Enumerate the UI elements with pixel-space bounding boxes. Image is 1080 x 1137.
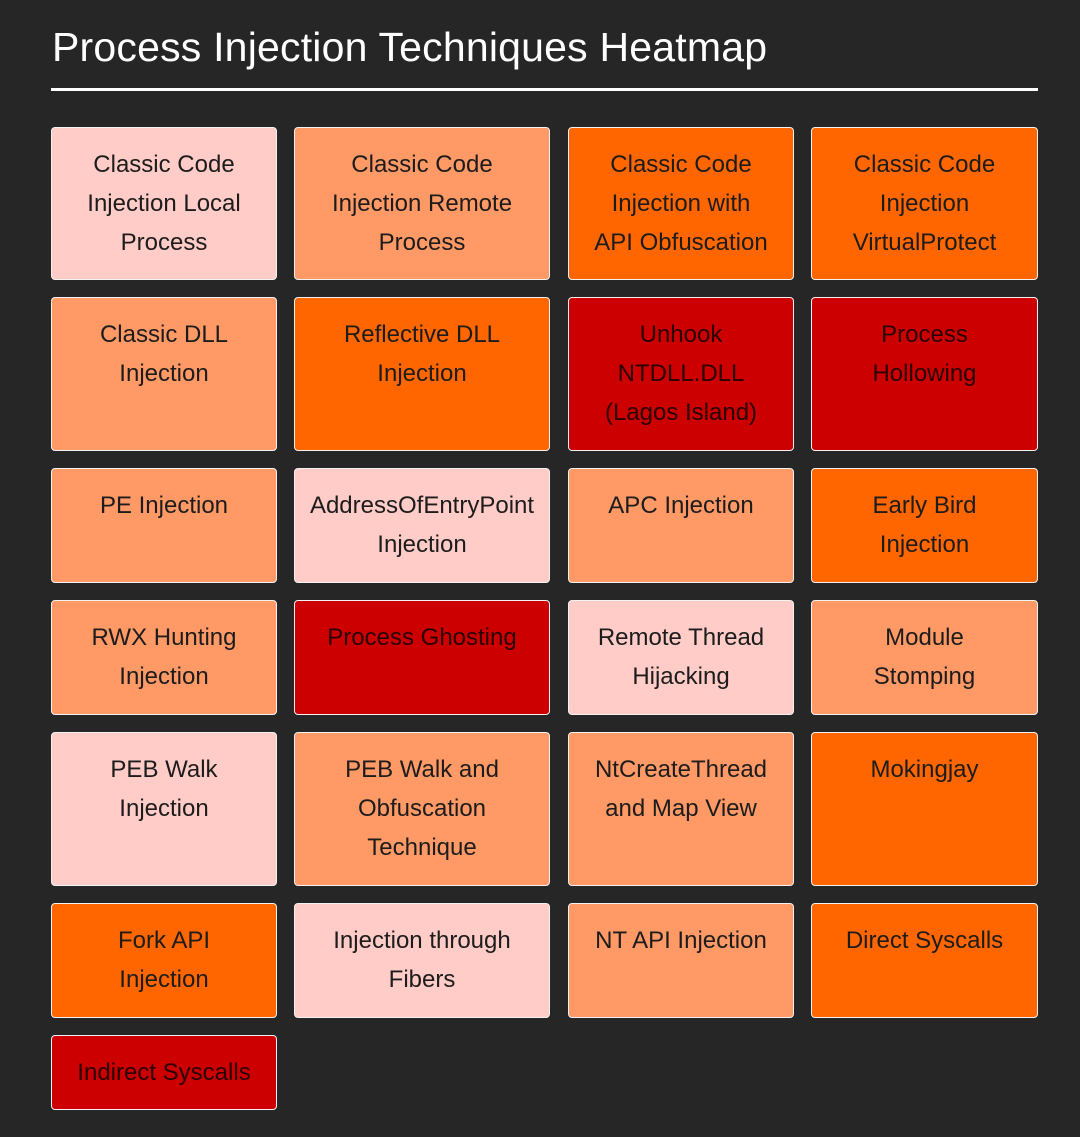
technique-tile: PEB Walk Injection	[51, 732, 277, 886]
technique-tile: Direct Syscalls	[811, 903, 1038, 1018]
technique-tile: Classic DLL Injection	[51, 297, 277, 451]
technique-label: Indirect Syscalls	[77, 1059, 251, 1086]
technique-tile: Unhook NTDLL.DLL (Lagos Island)	[568, 297, 794, 451]
technique-label: AddressOfEntryPoint Injection	[309, 492, 535, 558]
technique-tile: AddressOfEntryPoint Injection	[294, 468, 550, 583]
technique-label: Process Ghosting	[327, 624, 517, 651]
technique-tile: Module Stomping	[811, 600, 1038, 715]
technique-tile: PEB Walk and Obfuscation Technique	[294, 732, 550, 886]
technique-label: RWX Hunting Injection	[91, 624, 237, 690]
technique-tile: RWX Hunting Injection	[51, 600, 277, 715]
technique-tile: Early Bird Injection	[811, 468, 1038, 583]
technique-label: Process Hollowing	[872, 321, 977, 387]
technique-tile: Fork API Injection	[51, 903, 277, 1018]
technique-label: Module Stomping	[873, 624, 976, 690]
page-title: Process Injection Techniques Heatmap	[52, 24, 768, 70]
technique-tile: Indirect Syscalls	[51, 1035, 277, 1110]
technique-label: Injection through Fibers	[333, 927, 511, 993]
technique-label: Classic Code Injection VirtualProtect	[852, 151, 997, 256]
technique-tile: NtCreateThread and Map View	[568, 732, 794, 886]
technique-label: Fork API Injection	[117, 927, 211, 993]
technique-tile: Classic Code Injection Local Process	[51, 127, 277, 280]
technique-label: Early Bird Injection	[872, 492, 977, 558]
technique-label: PEB Walk and Obfuscation Technique	[345, 756, 499, 861]
technique-label: Classic DLL Injection	[99, 321, 229, 387]
technique-tile: NT API Injection	[568, 903, 794, 1018]
technique-tile: PE Injection	[51, 468, 277, 583]
technique-tile: Reflective DLL Injection	[294, 297, 550, 451]
technique-label: NtCreateThread and Map View	[594, 756, 768, 822]
technique-label: Direct Syscalls	[845, 927, 1004, 954]
technique-label: Unhook NTDLL.DLL (Lagos Island)	[604, 321, 758, 426]
technique-label: PE Injection	[99, 492, 229, 519]
technique-label: Classic Code Injection Local Process	[87, 151, 241, 256]
technique-tile: Remote Thread Hijacking	[568, 600, 794, 715]
technique-label: Reflective DLL Injection	[343, 321, 501, 387]
technique-label: Classic Code Injection Remote Process	[331, 151, 513, 256]
technique-tile: Process Hollowing	[811, 297, 1038, 451]
technique-tile: Injection through Fibers	[294, 903, 550, 1018]
technique-tile: Classic Code Injection with API Obfuscat…	[568, 127, 794, 280]
technique-tile: APC Injection	[568, 468, 794, 583]
technique-label: Remote Thread Hijacking	[597, 624, 765, 690]
technique-label: Mokingjay	[870, 756, 979, 783]
technique-label: Classic Code Injection with API Obfuscat…	[594, 151, 768, 256]
technique-label: NT API Injection	[595, 927, 767, 954]
technique-tile: Mokingjay	[811, 732, 1038, 886]
title-underline	[51, 88, 1038, 91]
technique-tile: Classic Code Injection VirtualProtect	[811, 127, 1038, 280]
technique-tile: Process Ghosting	[294, 600, 550, 715]
technique-tile: Classic Code Injection Remote Process	[294, 127, 550, 280]
technique-label: APC Injection	[608, 492, 754, 519]
technique-label: PEB Walk Injection	[110, 756, 218, 822]
